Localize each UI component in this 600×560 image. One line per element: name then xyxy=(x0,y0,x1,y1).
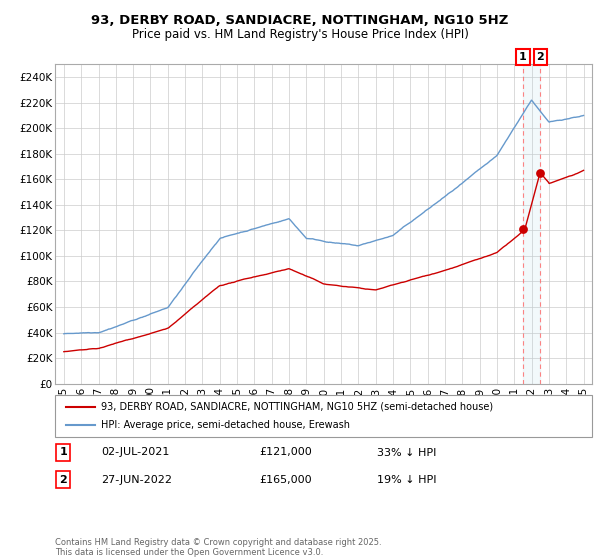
Text: 1: 1 xyxy=(519,52,527,62)
Text: 1: 1 xyxy=(59,447,67,458)
Text: HPI: Average price, semi-detached house, Erewash: HPI: Average price, semi-detached house,… xyxy=(101,420,350,430)
FancyBboxPatch shape xyxy=(55,395,592,437)
Text: 33% ↓ HPI: 33% ↓ HPI xyxy=(377,447,437,458)
Point xyxy=(535,169,545,178)
Bar xyxy=(523,64,540,384)
Text: 19% ↓ HPI: 19% ↓ HPI xyxy=(377,474,437,484)
Text: £165,000: £165,000 xyxy=(259,474,312,484)
Text: 2: 2 xyxy=(536,52,544,62)
Point xyxy=(518,225,528,234)
Text: Price paid vs. HM Land Registry's House Price Index (HPI): Price paid vs. HM Land Registry's House … xyxy=(131,28,469,41)
Text: 93, DERBY ROAD, SANDIACRE, NOTTINGHAM, NG10 5HZ (semi-detached house): 93, DERBY ROAD, SANDIACRE, NOTTINGHAM, N… xyxy=(101,402,493,412)
Text: 02-JUL-2021: 02-JUL-2021 xyxy=(101,447,169,458)
Text: 2: 2 xyxy=(59,474,67,484)
Text: 27-JUN-2022: 27-JUN-2022 xyxy=(101,474,172,484)
Text: £121,000: £121,000 xyxy=(259,447,312,458)
Text: 93, DERBY ROAD, SANDIACRE, NOTTINGHAM, NG10 5HZ: 93, DERBY ROAD, SANDIACRE, NOTTINGHAM, N… xyxy=(91,14,509,27)
Text: Contains HM Land Registry data © Crown copyright and database right 2025.
This d: Contains HM Land Registry data © Crown c… xyxy=(55,538,382,557)
